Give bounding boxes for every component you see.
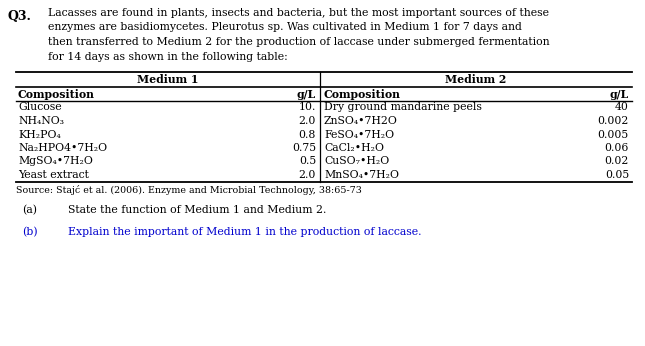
Text: MnSO₄•7H₂O: MnSO₄•7H₂O (324, 170, 399, 180)
Text: NH₄NO₃: NH₄NO₃ (18, 116, 64, 126)
Text: Dry ground mandarine peels: Dry ground mandarine peels (324, 102, 482, 112)
Text: Medium 1: Medium 1 (137, 74, 199, 85)
Text: 0.06: 0.06 (604, 143, 629, 153)
Text: g/L: g/L (610, 89, 629, 100)
Text: 10.: 10. (299, 102, 316, 112)
Text: ZnSO₄•7H2O: ZnSO₄•7H2O (324, 116, 398, 126)
Text: Composition: Composition (18, 89, 95, 100)
Text: CaCl₂•H₂O: CaCl₂•H₂O (324, 143, 384, 153)
Text: State the function of Medium 1 and Medium 2.: State the function of Medium 1 and Mediu… (68, 205, 326, 215)
Text: Q3.: Q3. (8, 10, 32, 23)
Text: Explain the important of Medium 1 in the production of laccase.: Explain the important of Medium 1 in the… (68, 227, 421, 237)
Text: (a): (a) (22, 205, 37, 215)
Text: 40: 40 (615, 102, 629, 112)
Text: 2.0: 2.0 (299, 116, 316, 126)
Text: MgSO₄•7H₂O: MgSO₄•7H₂O (18, 156, 93, 166)
Text: 0.75: 0.75 (292, 143, 316, 153)
Text: g/L: g/L (297, 89, 316, 100)
Text: Na₂HPO4•7H₂O: Na₂HPO4•7H₂O (18, 143, 107, 153)
Text: 0.5: 0.5 (299, 156, 316, 166)
Text: FeSO₄•7H₂O: FeSO₄•7H₂O (324, 129, 394, 139)
Text: CuSO₇•H₂O: CuSO₇•H₂O (324, 156, 389, 166)
Text: 0.02: 0.02 (604, 156, 629, 166)
Text: Composition: Composition (324, 89, 401, 100)
Text: Medium 2: Medium 2 (445, 74, 507, 85)
Text: Source: Stajć et al. (2006). Enzyme and Microbial Technology, 38:65-73: Source: Stajć et al. (2006). Enzyme and … (16, 185, 362, 195)
Text: then transferred to Medium 2 for the production of laccase under submerged ferme: then transferred to Medium 2 for the pro… (48, 37, 550, 47)
Text: KH₂PO₄: KH₂PO₄ (18, 129, 61, 139)
Text: 0.05: 0.05 (605, 170, 629, 180)
Text: Yeast extract: Yeast extract (18, 170, 89, 180)
Text: 0.005: 0.005 (598, 129, 629, 139)
Text: 2.0: 2.0 (299, 170, 316, 180)
Text: for 14 days as shown in the following table:: for 14 days as shown in the following ta… (48, 52, 288, 62)
Text: Lacasses are found in plants, insects and bacteria, but the most important sourc: Lacasses are found in plants, insects an… (48, 8, 549, 18)
Text: (b): (b) (22, 227, 37, 237)
Text: 0.002: 0.002 (598, 116, 629, 126)
Text: enzymes are basidiomycetes. Pleurotus sp. Was cultivated in Medium 1 for 7 days : enzymes are basidiomycetes. Pleurotus sp… (48, 22, 522, 33)
Text: Glucose: Glucose (18, 102, 62, 112)
Text: 0.8: 0.8 (299, 129, 316, 139)
